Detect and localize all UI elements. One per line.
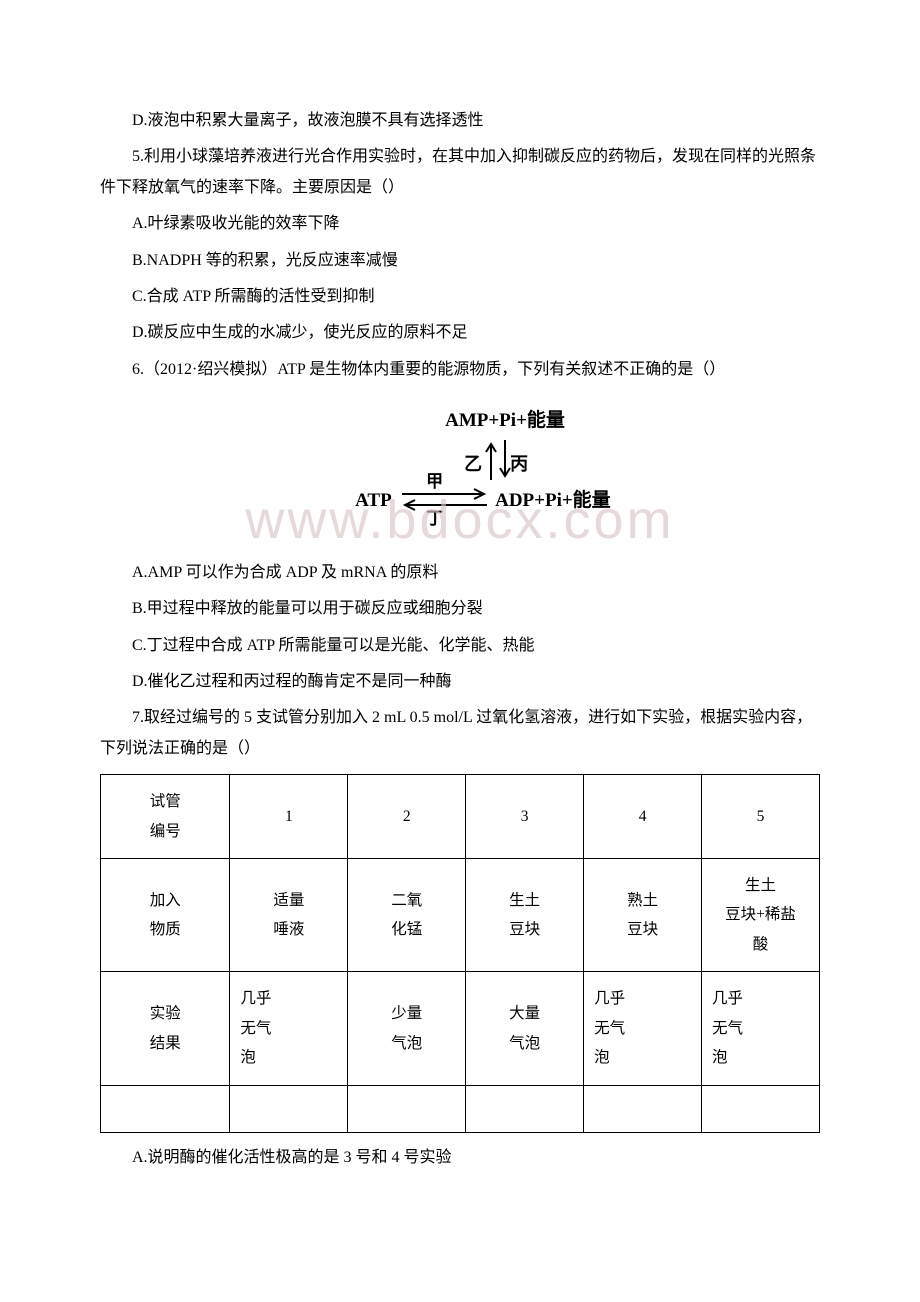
cell-row1-3: 3 <box>466 775 584 859</box>
cell-row3-1: 几乎无气泡 <box>230 972 348 1085</box>
q6-option-a: A.AMP 可以作为合成 ADP 及 mRNA 的原料 <box>100 558 820 588</box>
table-row: 试管编号 1 2 3 4 5 <box>101 775 820 859</box>
cell-row3-h: 实验结果 <box>101 972 230 1085</box>
cell-row1-4: 4 <box>584 775 702 859</box>
q5-option-a: A.叶绿素吸收光能的效率下降 <box>100 209 820 239</box>
q5-option-d: D.碳反应中生成的水减少，使光反应的原料不足 <box>100 318 820 348</box>
diagram-atp-text: ATP <box>355 483 392 519</box>
cell-row2-2: 二氧化锰 <box>348 859 466 972</box>
q4-option-d: D.液泡中积累大量离子，故液泡膜不具有选择透性 <box>100 106 820 136</box>
q7-option-a: A.说明酶的催化活性极高的是 3 号和 4 号实验 <box>100 1143 820 1173</box>
cell-empty <box>584 1085 702 1132</box>
cell-row3-3: 大量气泡 <box>466 972 584 1085</box>
q6-stem: 6.（2012·绍兴模拟）ATP 是生物体内重要的能源物质，下列有关叙述不正确的… <box>100 355 820 385</box>
cell-empty <box>348 1085 466 1132</box>
diagram-bing-label: 丙 <box>510 447 528 481</box>
cell-row1-5: 5 <box>702 775 820 859</box>
q7-table: 试管编号 1 2 3 4 5 加入物质 适量唾液 二氧化锰 生土豆块 熟土豆块 … <box>100 774 820 1133</box>
cell-empty <box>230 1085 348 1132</box>
q5-option-b: B.NADPH 等的积累，光反应速率减慢 <box>100 246 820 276</box>
diagram-left-arrow-icon <box>402 499 487 511</box>
table-row-empty <box>101 1085 820 1132</box>
cell-empty <box>466 1085 584 1132</box>
q6-option-c: C.丁过程中合成 ATP 所需能量可以是光能、化学能、热能 <box>100 631 820 661</box>
cell-empty <box>101 1085 230 1132</box>
cell-row2-h: 加入物质 <box>101 859 230 972</box>
diagram-adp-text: ADP+Pi+能量 <box>495 483 611 519</box>
q6-option-d: D.催化乙过程和丙过程的酶肯定不是同一种酶 <box>100 667 820 697</box>
cell-row3-5: 几乎无气泡 <box>702 972 820 1085</box>
cell-row2-3: 生土豆块 <box>466 859 584 972</box>
cell-empty <box>702 1085 820 1132</box>
table-row: 实验结果 几乎无气泡 少量气泡 大量气泡 几乎无气泡 几乎无气泡 <box>101 972 820 1085</box>
cell-row1-h: 试管编号 <box>101 775 230 859</box>
diagram-yi-label: 乙 <box>464 447 482 481</box>
diagram-ding-label: 丁 <box>426 503 443 535</box>
cell-row1-2: 2 <box>348 775 466 859</box>
diagram-amp-text: AMP+Pi+能量 <box>355 403 565 439</box>
cell-row3-4: 几乎无气泡 <box>584 972 702 1085</box>
q5-stem: 5.利用小球藻培养液进行光合作用实验时，在其中加入抑制碳反应的药物后，发现在同样… <box>100 142 820 203</box>
q6-option-b: B.甲过程中释放的能量可以用于碳反应或细胞分裂 <box>100 594 820 624</box>
q5-option-c: C.合成 ATP 所需酶的活性受到抑制 <box>100 282 820 312</box>
cell-row1-1: 1 <box>230 775 348 859</box>
diagram-up-arrow-icon <box>484 440 498 480</box>
cell-row3-2: 少量气泡 <box>348 972 466 1085</box>
table-row: 加入物质 适量唾液 二氧化锰 生土豆块 熟土豆块 生土豆块+稀盐酸 <box>101 859 820 972</box>
cell-row2-1: 适量唾液 <box>230 859 348 972</box>
cell-row2-5: 生土豆块+稀盐酸 <box>702 859 820 972</box>
q7-stem: 7.取经过编号的 5 支试管分别加入 2 mL 0.5 mol/L 过氧化氢溶液… <box>100 703 820 764</box>
q6-diagram: AMP+Pi+能量 乙 丙 ATP 甲 <box>100 403 820 515</box>
cell-row2-4: 熟土豆块 <box>584 859 702 972</box>
